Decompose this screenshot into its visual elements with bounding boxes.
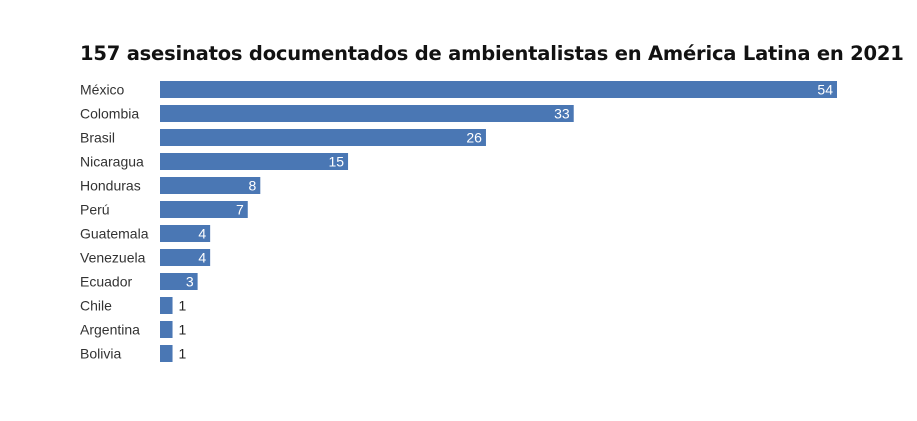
bar-guatemala bbox=[160, 225, 211, 242]
bar-mexico bbox=[160, 81, 837, 98]
category-label-argentina: Argentina bbox=[80, 322, 140, 338]
category-label-honduras: Honduras bbox=[80, 178, 141, 194]
bar-argentina bbox=[160, 321, 173, 338]
value-label-ecuador: 3 bbox=[186, 274, 194, 290]
value-label-argentina: 1 bbox=[179, 322, 187, 338]
value-label-bolivia: 1 bbox=[179, 346, 187, 362]
category-label-brasil: Brasil bbox=[80, 130, 115, 146]
category-label-guatemala: Guatemala bbox=[80, 226, 149, 242]
bar-ecuador bbox=[160, 273, 198, 290]
value-label-venezuela: 4 bbox=[198, 250, 206, 266]
category-labels: México Colombia Brasil Nicaragua Honduras Per… bbox=[80, 82, 149, 362]
bar-chile bbox=[160, 297, 173, 314]
category-label-ecuador: Ecuador bbox=[80, 274, 132, 290]
bar-nicaragua bbox=[160, 153, 349, 170]
value-label-honduras: 8 bbox=[248, 178, 256, 194]
bar-brasil bbox=[160, 129, 486, 146]
bar-venezuela bbox=[160, 249, 211, 266]
value-label-mexico: 54 bbox=[817, 82, 833, 98]
bar-bolivia bbox=[160, 345, 173, 362]
category-label-chile: Chile bbox=[80, 298, 112, 314]
category-label-mexico: México bbox=[80, 82, 125, 98]
bar-colombia bbox=[160, 105, 574, 122]
value-label-guatemala: 4 bbox=[198, 226, 206, 242]
value-label-chile: 1 bbox=[179, 298, 187, 314]
value-label-brasil: 26 bbox=[466, 130, 482, 146]
category-label-nicaragua: Nicaragua bbox=[80, 154, 144, 170]
bars bbox=[160, 81, 837, 362]
category-label-colombia: Colombia bbox=[80, 106, 139, 122]
bar-peru bbox=[160, 201, 248, 218]
value-label-peru: 7 bbox=[236, 202, 244, 218]
value-label-nicaragua: 15 bbox=[328, 154, 344, 170]
value-label-colombia: 33 bbox=[554, 106, 570, 122]
category-label-venezuela: Venezuela bbox=[80, 250, 146, 266]
category-label-bolivia: Bolivia bbox=[80, 346, 121, 362]
chart-title: 157 asesinatos documentados de ambiental… bbox=[80, 42, 904, 65]
category-label-peru: Perú bbox=[80, 202, 110, 218]
bar-honduras bbox=[160, 177, 261, 194]
